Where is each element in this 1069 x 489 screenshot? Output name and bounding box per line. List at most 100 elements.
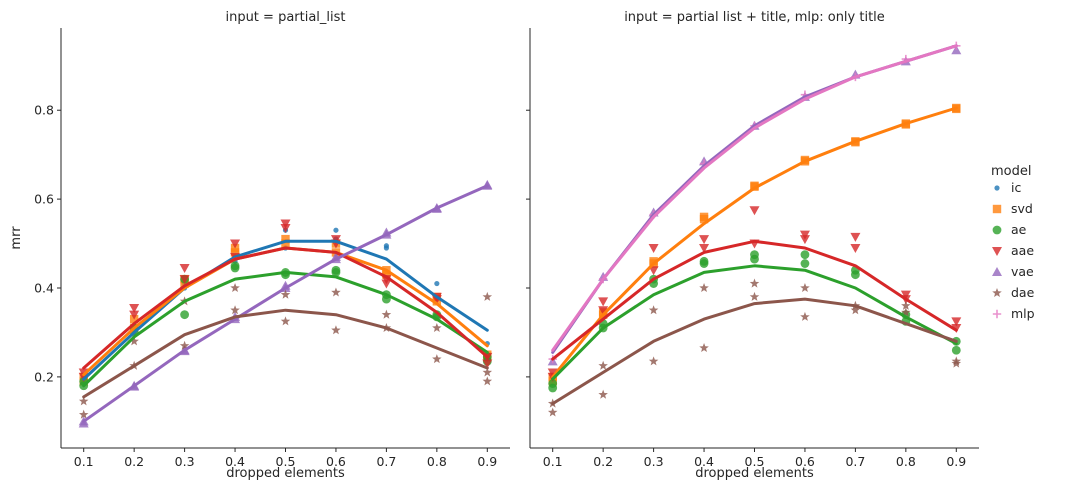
data-point-ae: [699, 259, 709, 268]
data-point-dae: [547, 407, 558, 417]
data-point-aae: [648, 266, 659, 276]
data-point-ic: [383, 245, 389, 251]
data-point-svd: [230, 248, 240, 257]
data-point-ae: [230, 261, 240, 271]
data-point-svd: [281, 239, 290, 248]
fit-line-ic: [82, 239, 489, 381]
data-point-dae: [78, 409, 89, 419]
legend-label-vae: vae: [1011, 264, 1034, 279]
x-tick-label: 0.5: [276, 454, 296, 469]
x-tick-label: 0.1: [543, 454, 563, 469]
data-point-dae: [129, 336, 139, 346]
x-tick-label: 0.2: [593, 454, 613, 469]
data-point-dae: [598, 389, 608, 399]
data-point-ae: [331, 265, 341, 275]
x-axis-label: dropped elements: [695, 466, 814, 481]
data-point-dae: [800, 311, 810, 321]
x-tick-label: 0.9: [946, 454, 966, 469]
x-axis-label: dropped elements: [226, 466, 345, 481]
y-axis-label: mrr: [9, 226, 24, 250]
data-point-aae: [850, 232, 861, 242]
data-point-dae: [280, 316, 291, 326]
data-point-ae: [800, 250, 810, 260]
data-point-aae: [598, 306, 609, 316]
data-point-vae: [78, 418, 89, 428]
data-point-aae: [179, 275, 190, 285]
x-tick-label: 0.1: [74, 454, 94, 469]
data-point-ae: [548, 379, 558, 388]
data-point-aae: [951, 317, 962, 327]
data-point-dae: [699, 343, 709, 353]
fit-line-aae: [82, 246, 489, 370]
data-point-dae: [648, 305, 659, 315]
legend-label-svd: svd: [1011, 201, 1033, 216]
data-point-dae: [381, 309, 392, 319]
data-point-aae: [129, 310, 140, 320]
data-point-aae: [179, 264, 190, 273]
legend-label-ic: ic: [1011, 180, 1021, 195]
data-point-dae: [749, 291, 760, 301]
data-point-aae: [699, 244, 710, 253]
y-tick-label: 0.4: [34, 281, 54, 296]
panel-title: input = partial list + title, mlp: only …: [624, 10, 885, 25]
data-point-dae: [901, 300, 911, 310]
legend-title: model: [991, 164, 1031, 179]
data-point-aae: [230, 239, 241, 249]
x-tick-label: 0.8: [427, 454, 447, 469]
legend-marker-vae: [992, 267, 1002, 276]
x-tick-label: 0.9: [477, 454, 497, 469]
data-point-dae: [78, 396, 89, 406]
legend-marker-ic: [994, 185, 1000, 191]
fit-line-ae: [551, 264, 958, 381]
data-point-aae: [648, 244, 659, 253]
x-tick-label: 0.6: [326, 454, 346, 469]
fit-line-mlp: [551, 44, 958, 352]
x-tick-label: 0.7: [376, 454, 396, 469]
panel-partial-list-title: input = partial list + title, mlp: only …: [526, 10, 979, 481]
data-point-dae: [432, 323, 442, 333]
legend-marker-mlp: [992, 309, 1002, 319]
data-point-svd: [281, 234, 290, 244]
data-point-aae: [598, 297, 609, 307]
y-tick-label: 0.6: [34, 192, 54, 207]
fit-line-dae: [82, 308, 489, 399]
y-tick-label: 0.2: [34, 369, 54, 384]
fit-line-dae: [551, 297, 958, 406]
legend-label-aae: aae: [1011, 243, 1034, 258]
data-point-dae: [331, 287, 341, 297]
data-point-ae: [180, 310, 190, 320]
data-point-dae: [179, 340, 190, 350]
data-point-dae: [648, 356, 659, 366]
data-point-dae: [901, 307, 911, 317]
data-point-dae: [598, 360, 608, 370]
x-tick-label: 0.2: [124, 454, 144, 469]
fit-line-svd: [551, 106, 958, 379]
data-point-aae: [482, 359, 493, 369]
panel-partial-list: input = partial_list 0.1 0.2 0.3 0.4 0.5 0.6 0.…: [9, 10, 510, 481]
data-point-dae: [280, 289, 291, 299]
data-point-aae: [850, 244, 861, 253]
legend-label-dae: dae: [1011, 285, 1035, 300]
legend-marker-aae: [992, 247, 1002, 256]
legend-marker-svd: [992, 204, 1002, 214]
data-point-aae: [381, 279, 392, 289]
data-point-dae: [331, 325, 341, 335]
fit-line-ae: [82, 270, 489, 388]
x-tick-label: 0.3: [644, 454, 664, 469]
x-tick-label: 0.7: [845, 454, 865, 469]
legend-label-ae: ae: [1011, 222, 1027, 237]
legend-label-mlp: mlp: [1011, 306, 1035, 321]
data-point-dae: [800, 283, 810, 293]
data-point-svd: [699, 214, 709, 224]
data-point-dae: [432, 354, 442, 364]
panel-title: input = partial_list: [225, 10, 345, 25]
x-tick-label: 0.3: [175, 454, 195, 469]
data-point-dae: [482, 367, 493, 377]
x-tick-label: 0.5: [745, 454, 765, 469]
legend-marker-ae: [992, 225, 1002, 235]
x-tick-label: 0.6: [795, 454, 815, 469]
data-point-aae: [699, 235, 710, 245]
fit-line-aae: [551, 239, 958, 361]
